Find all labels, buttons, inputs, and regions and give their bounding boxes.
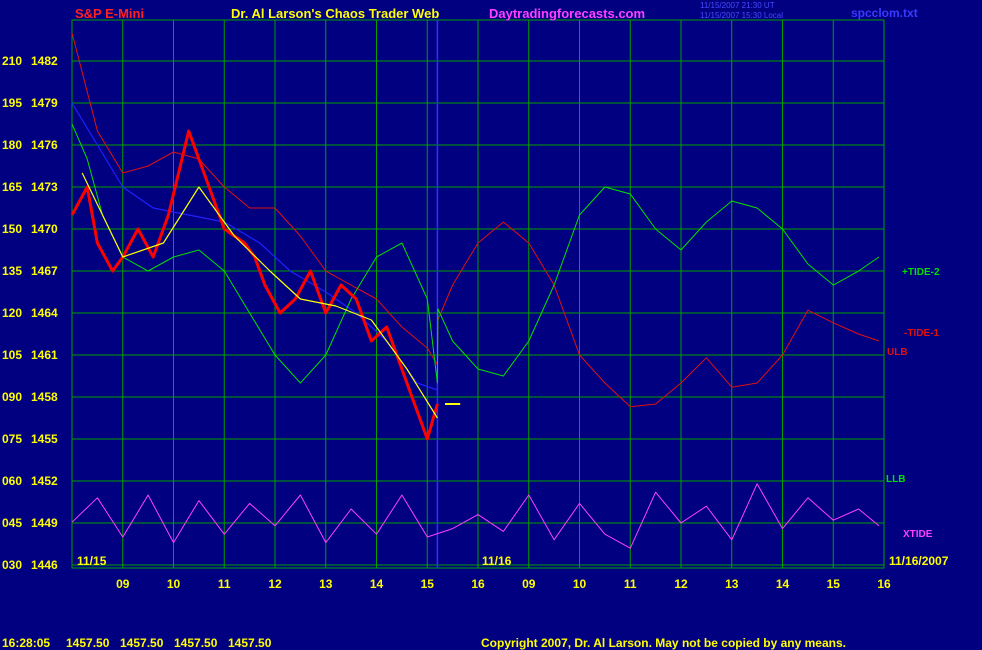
x-tick-label: 13 (319, 577, 333, 591)
ulb-label: ULB (887, 347, 908, 358)
x-tick-label: 10 (573, 577, 587, 591)
date-label-start: 11/15 (77, 554, 107, 568)
footer-quote-2: 1457.50 (120, 636, 164, 650)
y-tick-label-price: 1470 (31, 222, 58, 236)
y-tick-label-osc: 090 (2, 390, 22, 404)
y-tick-label-price: 1449 (31, 516, 58, 530)
xtide-line (71, 483, 880, 549)
llb-line (71, 123, 880, 384)
y-tick-label-price: 1458 (31, 390, 58, 404)
tide1-label: -TIDE-1 (904, 328, 939, 339)
y-tick-label-price: 1473 (31, 180, 58, 194)
y-tick-label-price: 1476 (31, 138, 58, 152)
ulb-line (71, 32, 880, 408)
y-tick-label-price: 1479 (31, 96, 58, 110)
copyright-notice: Copyright 2007, Dr. Al Larson. May not b… (481, 636, 846, 650)
x-tick-label: 14 (370, 577, 384, 591)
y-tick-label-osc: 135 (2, 264, 22, 278)
x-tick-label: 15 (421, 577, 435, 591)
footer-quote-1: 1457.50 (66, 636, 110, 650)
x-tick-label: 10 (167, 577, 181, 591)
site-link[interactable]: Daytradingforecasts.com (489, 6, 646, 21)
moving-average-line (81, 172, 438, 419)
y-tick-label-osc: 120 (2, 306, 22, 320)
y-tick-label-price: 1452 (31, 474, 58, 488)
y-tick-label-price: 1461 (31, 348, 58, 362)
llb-label: LLB (886, 474, 906, 485)
price-line (70, 129, 439, 441)
y-tick-label-osc: 195 (2, 96, 22, 110)
footer-quote-4: 1457.50 (228, 636, 272, 650)
x-tick-label: 15 (827, 577, 841, 591)
date-label-end: 11/16/2007 (889, 554, 949, 568)
tide2-label: +TIDE-2 (902, 267, 940, 278)
data-file-name: spcclom.txt (851, 6, 918, 20)
y-tick-label-osc: 180 (2, 138, 22, 152)
x-tick-label: 12 (674, 577, 688, 591)
y-tick-label-price: 1446 (31, 558, 58, 572)
y-tick-label-price: 1455 (31, 432, 58, 446)
x-tick-label: 16 (471, 577, 485, 591)
x-tick-label: 12 (268, 577, 282, 591)
x-tick-label: 09 (522, 577, 536, 591)
y-tick-label-osc: 045 (2, 516, 22, 530)
x-tick-label: 14 (776, 577, 790, 591)
x-tick-label: 11 (624, 577, 637, 591)
y-tick-label-osc: 060 (2, 474, 22, 488)
y-tick-label-osc: 030 (2, 558, 22, 572)
y-tick-label-price: 1464 (31, 306, 58, 320)
y-tick-label-osc: 210 (2, 54, 22, 68)
y-tick-label-price: 1482 (31, 54, 58, 68)
y-tick-label-osc: 165 (2, 180, 22, 194)
symbol-label: S&P E-Mini (75, 6, 145, 21)
date-label-middle: 11/16 (482, 554, 512, 568)
y-tick-label-osc: 075 (2, 432, 22, 446)
footer-clock: 16:28:05 (2, 636, 51, 650)
x-tick-label: 16 (877, 577, 891, 591)
footer-quote-3: 1457.50 (174, 636, 218, 650)
xtide-label: XTIDE (903, 529, 933, 540)
x-tick-label: 11 (218, 577, 231, 591)
y-tick-label-osc: 150 (2, 222, 22, 236)
y-tick-label-price: 1467 (31, 264, 58, 278)
local-timestamp: 11/15/2007 15:30 Local (700, 11, 784, 20)
x-tick-label: 13 (725, 577, 739, 591)
chart-title: Dr. Al Larson's Chaos Trader Web (231, 6, 440, 21)
y-tick-label-osc: 105 (2, 348, 22, 362)
x-tick-label: 09 (116, 577, 130, 591)
ut-timestamp: 11/15/2007 21:30 UT (700, 1, 775, 10)
